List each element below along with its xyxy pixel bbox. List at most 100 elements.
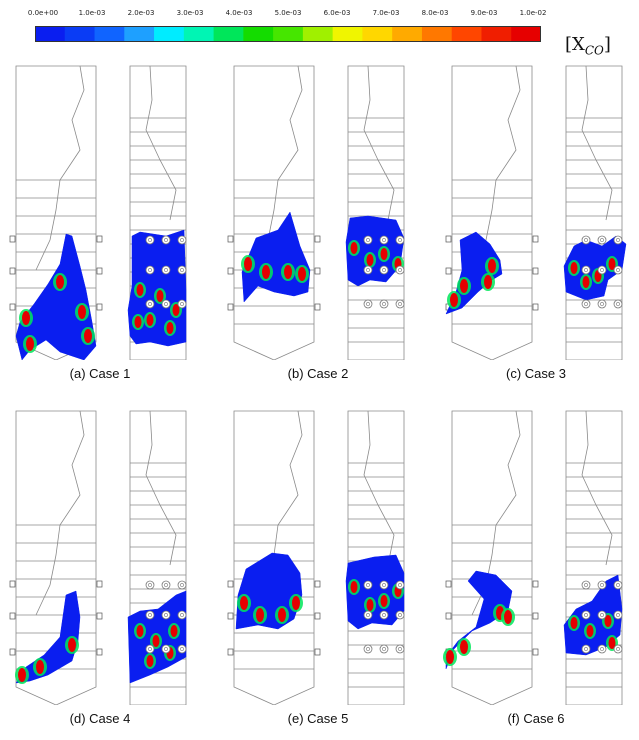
swirl-burner-icon: [363, 299, 373, 309]
swirl-burner-core-icon: [148, 302, 152, 306]
swirl-burner-core-icon: [600, 238, 604, 242]
co-hotspot: [136, 284, 144, 296]
flow-boundary-line: [35, 65, 85, 271]
co-hotspot: [22, 311, 30, 325]
co-hotspot: [78, 305, 86, 319]
co-plume-side: [345, 215, 405, 287]
swirl-burner-core-icon: [382, 238, 386, 242]
burner-port-icon: [445, 267, 452, 275]
burner-port-icon: [9, 648, 16, 656]
colorbar-swatch: [154, 26, 185, 42]
co-hotspot: [446, 650, 454, 664]
co-hotspot: [366, 254, 374, 266]
burner-port-icon: [314, 235, 321, 243]
co-hotspot: [460, 640, 468, 654]
co-hotspot: [380, 248, 388, 260]
boiler-side-outline: [129, 65, 187, 360]
flow-boundary-line: [363, 65, 395, 221]
swirl-burner-core-icon: [164, 613, 168, 617]
swirl-burner-icon: [177, 610, 187, 620]
swirl-burner-core-icon: [366, 268, 370, 272]
colorbar-tick-label: 8.0e-03: [421, 9, 449, 17]
case-panel-5: (e) Case 5: [218, 405, 424, 730]
colorbar-tick-label: 6.0e-03: [323, 9, 351, 17]
swirl-burner-icon: [581, 299, 591, 309]
case-caption: (c) Case 3: [506, 366, 566, 381]
swirl-burner-core-icon: [366, 238, 370, 242]
burner-port-icon: [9, 612, 16, 620]
burner-port-icon: [314, 612, 321, 620]
swirl-burner-icon: [379, 644, 389, 654]
swirl-burner-core-icon: [616, 613, 620, 617]
swirl-burner-icon: [363, 580, 373, 590]
flow-boundary-line: [145, 65, 177, 221]
swirl-burner-icon: [161, 265, 171, 275]
co-hotspot: [292, 596, 300, 610]
swirl-burner-core-icon: [164, 238, 168, 242]
co-hotspot: [240, 596, 248, 610]
swirl-burner-core-icon: [180, 238, 184, 242]
colorbar-swatch: [481, 26, 512, 42]
burner-port-icon: [227, 303, 234, 311]
burner-port-icon: [9, 580, 16, 588]
colorbar-swatch: [35, 26, 66, 42]
colorbar-tick-label: 1.0e-02: [519, 9, 547, 17]
colorbar-swatch: [124, 26, 155, 42]
swirl-burner-icon: [363, 265, 373, 275]
case-caption: (f) Case 6: [507, 711, 565, 726]
colorbar-tick-label: 4.0e-03: [225, 9, 253, 17]
swirl-burner-core-icon: [180, 583, 184, 587]
swirl-burner-icon: [177, 644, 187, 654]
swirl-burner-core-icon: [584, 268, 588, 272]
co-hotspot: [570, 617, 578, 629]
burner-port-icon: [227, 580, 234, 588]
co-hotspot: [156, 290, 164, 302]
swirl-burner-icon: [581, 644, 591, 654]
co-hotspot: [608, 637, 616, 649]
flow-boundary-line: [581, 410, 613, 566]
swirl-burner-core-icon: [148, 613, 152, 617]
co-hotspot: [450, 293, 458, 307]
swirl-burner-core-icon: [382, 268, 386, 272]
swirl-burner-icon: [395, 235, 405, 245]
co-hotspot: [36, 660, 44, 674]
swirl-burner-core-icon: [180, 268, 184, 272]
swirl-burner-icon: [597, 265, 607, 275]
burner-port-icon: [532, 580, 539, 588]
co-hotspot: [608, 258, 616, 270]
boiler-contour-views: [227, 65, 405, 360]
burner-port-icon: [314, 648, 321, 656]
flow-boundary-line: [363, 410, 395, 566]
swirl-burner-core-icon: [398, 302, 402, 306]
swirl-burner-icon: [395, 644, 405, 654]
co-hotspot: [504, 610, 512, 624]
swirl-burner-icon: [395, 265, 405, 275]
co-plume-front: [445, 231, 503, 315]
swirl-burner-core-icon: [180, 613, 184, 617]
co-hotspot: [262, 265, 270, 279]
case-panel-2: (b) Case 2: [218, 60, 424, 385]
swirl-burner-icon: [613, 265, 623, 275]
swirl-burner-core-icon: [584, 613, 588, 617]
colorbar-swatch: [273, 26, 304, 42]
co-plume-front: [445, 570, 513, 670]
co-hotspot: [582, 276, 590, 288]
burner-port-icon: [314, 580, 321, 588]
case-caption: (e) Case 5: [287, 711, 349, 726]
swirl-burner-core-icon: [164, 647, 168, 651]
swirl-burner-core-icon: [584, 302, 588, 306]
burner-port-icon: [9, 303, 16, 311]
co-hotspot: [604, 615, 612, 627]
swirl-burner-core-icon: [584, 583, 588, 587]
swirl-burner-icon: [145, 644, 155, 654]
swirl-burner-core-icon: [600, 583, 604, 587]
case-panel-3: (c) Case 3: [436, 60, 639, 385]
swirl-burner-icon: [145, 580, 155, 590]
co-plume-front: [15, 590, 81, 684]
colorbar-tick-label: 9.0e-03: [470, 9, 498, 17]
case-panel-4: (d) Case 4: [0, 405, 206, 730]
boiler-side-outline: [565, 410, 623, 705]
swirl-burner-core-icon: [600, 302, 604, 306]
swirl-burner-core-icon: [180, 647, 184, 651]
swirl-burner-icon: [177, 299, 187, 309]
